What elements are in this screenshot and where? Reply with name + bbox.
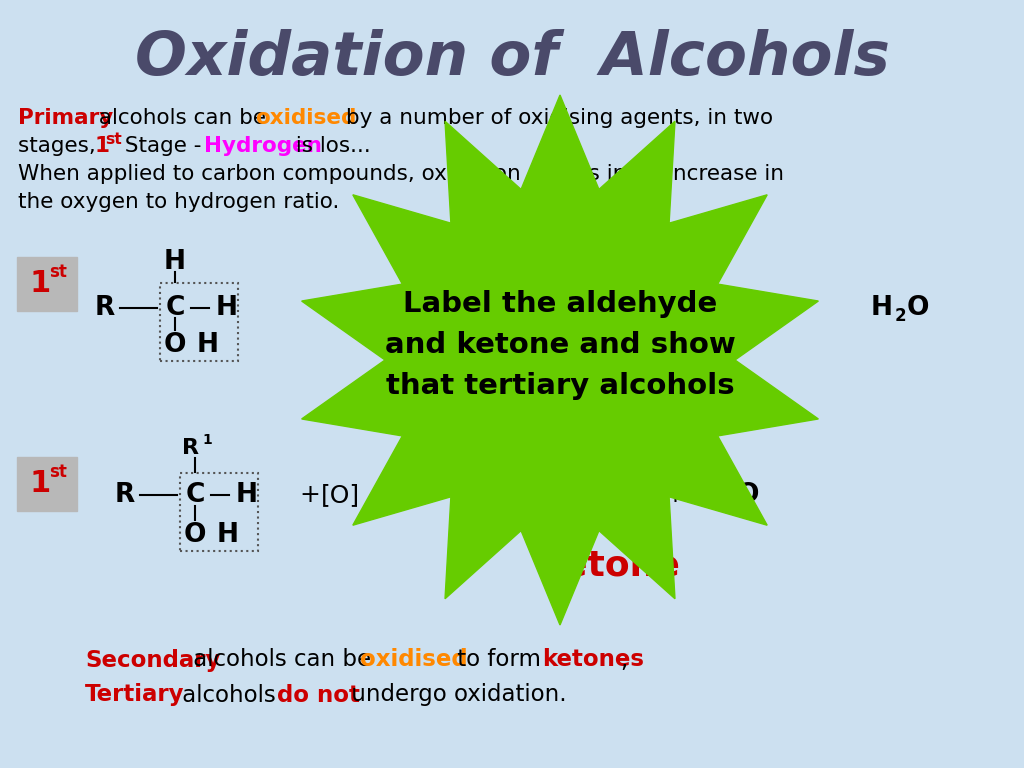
Text: R: R [520,482,540,508]
Text: 1: 1 [95,136,110,156]
Text: H: H [236,482,258,508]
Text: Stage -: Stage - [118,136,208,156]
Text: R: R [95,295,115,321]
Text: H: H [705,482,726,508]
Text: H: H [217,522,239,548]
Text: 2: 2 [726,493,738,511]
Text: 1: 1 [30,270,50,299]
Text: C: C [165,295,184,321]
Text: is los...: is los... [289,136,371,156]
Text: O: O [183,522,206,548]
Text: 1: 1 [632,495,642,509]
Text: O: O [906,295,929,321]
Text: undergo oxidation.: undergo oxidation. [344,684,567,707]
Text: H: H [871,295,893,321]
Text: Oxidation of  Alcohols: Oxidation of Alcohols [134,28,890,88]
Text: st: st [105,133,122,147]
Text: ,: , [621,648,628,671]
Text: R: R [181,438,199,458]
Text: do not: do not [278,684,359,707]
Text: oxidised: oxidised [255,108,356,128]
Text: [O]: [O] [321,483,359,507]
Text: ketone: ketone [540,548,680,582]
Text: Label the aldehyde
and ketone and show
that tertiary alcohols: Label the aldehyde and ketone and show t… [385,290,735,400]
Text: When applied to carbon compounds, oxidation results in an increase in: When applied to carbon compounds, oxidat… [18,164,784,184]
Text: ketones: ketones [542,648,644,671]
Text: Tertiary: Tertiary [85,684,184,707]
Text: H: H [216,295,238,321]
Text: alcohols can be: alcohols can be [186,648,378,671]
Text: alcohols: alcohols [175,684,283,707]
Text: R: R [611,483,629,507]
FancyBboxPatch shape [17,457,77,511]
Text: +: + [665,483,685,507]
Text: to form: to form [450,648,548,671]
Text: H: H [164,249,186,275]
Polygon shape [302,95,818,625]
Text: O: O [736,482,759,508]
Text: H: H [197,332,219,358]
Text: +: + [300,483,321,507]
Text: oxidised: oxidised [359,648,468,671]
Text: st: st [49,263,67,281]
FancyBboxPatch shape [17,257,77,311]
Text: Primary: Primary [18,108,114,128]
Text: stages,: stages, [18,136,102,156]
Text: R: R [115,482,135,508]
Text: by a number of oxidising agents, in two: by a number of oxidising agents, in two [340,108,773,128]
Text: Hydrogen: Hydrogen [204,136,323,156]
Text: alcohols can be: alcohols can be [92,108,272,128]
Text: 1: 1 [30,469,50,498]
Text: Secondary: Secondary [85,648,220,671]
Text: st: st [49,463,67,481]
Text: the oxygen to hydrogen ratio.: the oxygen to hydrogen ratio. [18,192,339,212]
Text: O: O [573,437,596,463]
Text: C: C [568,482,588,508]
Text: C: C [185,482,205,508]
Text: 1: 1 [202,433,212,447]
Text: 2: 2 [894,307,906,325]
Text: O: O [164,332,186,358]
